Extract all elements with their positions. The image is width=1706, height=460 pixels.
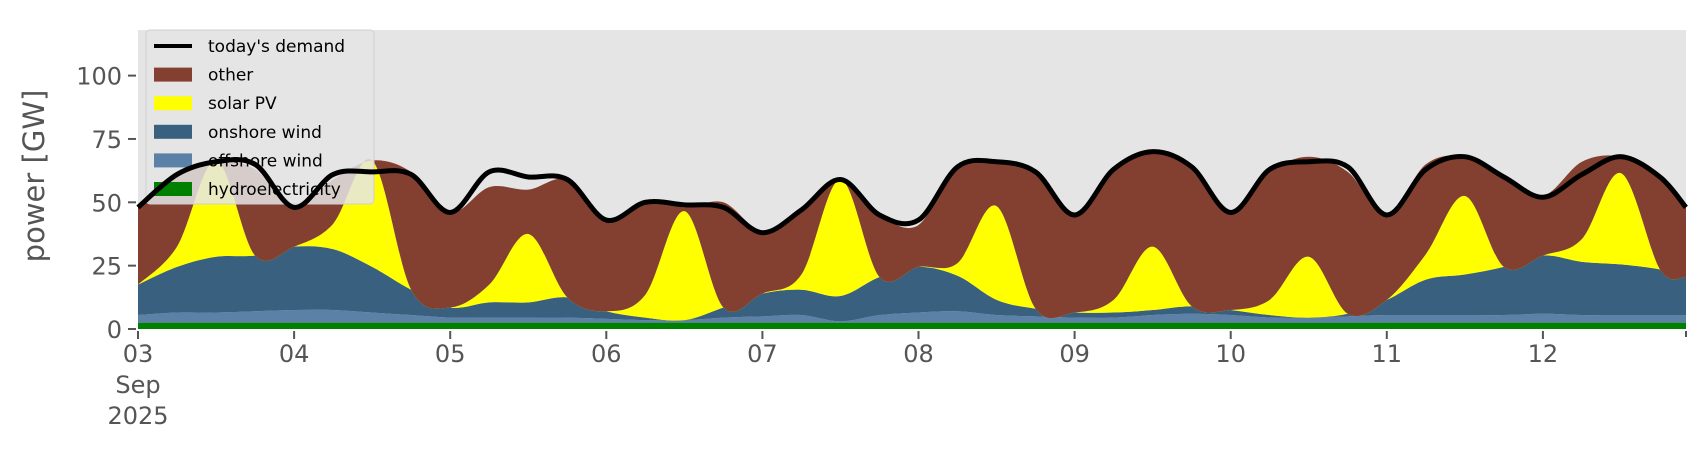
x-axis: 03 Sep 2025 04 05 06 07 08 09 10 11 12 <box>107 331 1687 430</box>
x-tick-label: 11 <box>1372 340 1403 368</box>
x-tick-label: 08 <box>903 340 934 368</box>
x-tick-label: 09 <box>1059 340 1090 368</box>
legend-label: other <box>208 66 253 86</box>
demand-line <box>136 149 1688 236</box>
y-axis: 0 25 50 75 100 <box>76 63 136 344</box>
legend-swatch <box>154 153 192 168</box>
legend-box <box>145 29 375 205</box>
x-tick-label: 12 <box>1528 340 1559 368</box>
x-tick-label: 03 <box>123 340 154 368</box>
x-tick-year-label: 2025 <box>107 402 168 430</box>
x-tick-label: 05 <box>435 340 466 368</box>
x-tick-label: 07 <box>747 340 778 368</box>
area-solar-pv <box>138 159 1686 321</box>
stack-areas <box>138 151 1686 329</box>
x-tick-label: 10 <box>1215 340 1246 368</box>
x-tick-label: 04 <box>279 340 310 368</box>
y-tick-label: 100 <box>76 63 122 91</box>
area-other <box>138 151 1686 319</box>
legend-label: offshore wind <box>208 151 323 171</box>
y-tick-label: 75 <box>91 126 122 154</box>
legend-label: solar PV <box>208 94 277 114</box>
legend-swatch <box>154 67 192 82</box>
legend: today's demand other solar PV onshore wind o… <box>145 29 375 205</box>
legend-label: onshore wind <box>208 123 322 143</box>
y-tick-label: 0 <box>107 316 122 344</box>
area-onshore-wind <box>138 246 1686 322</box>
legend-label: today's demand <box>208 37 345 57</box>
legend-swatch <box>154 124 192 139</box>
legend-swatch <box>154 96 192 111</box>
y-axis-label: power [GW] <box>17 90 51 263</box>
x-tick-month-label: Sep <box>115 371 160 399</box>
y-tick-label: 50 <box>91 189 122 217</box>
y-tick-label: 25 <box>91 253 122 281</box>
area-hydroelectricity <box>138 322 1686 329</box>
x-tick-label: 06 <box>591 340 622 368</box>
area-offshore-wind <box>138 309 1686 323</box>
